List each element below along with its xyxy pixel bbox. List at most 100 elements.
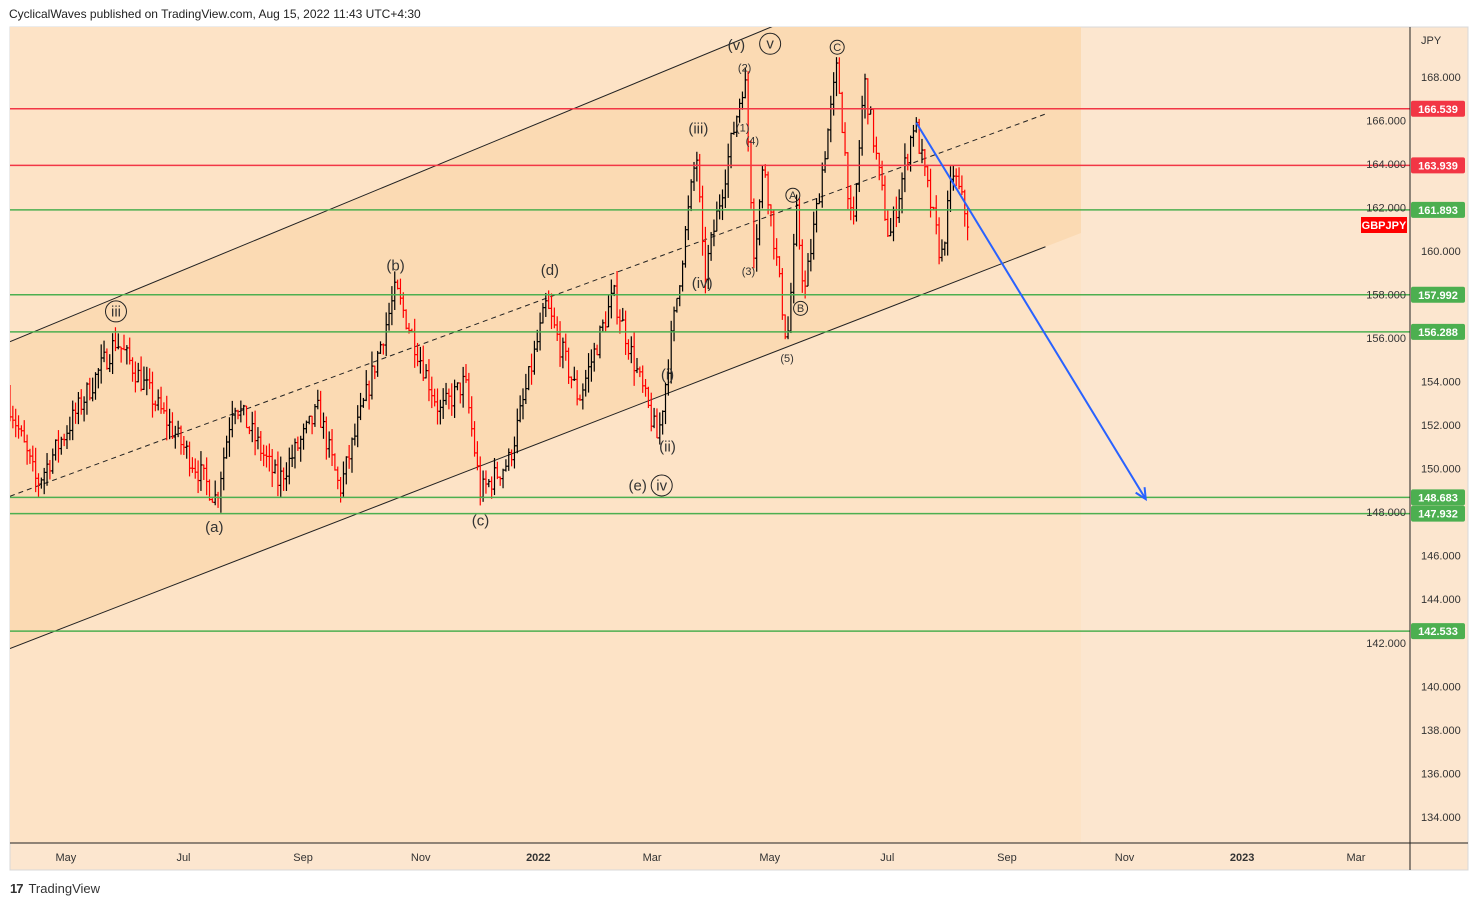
ohlc-bar[interactable] — [379, 341, 382, 354]
ohlc-bar[interactable] — [923, 148, 927, 177]
ohlc-bar[interactable] — [202, 464, 206, 481]
ohlc-bar[interactable] — [900, 172, 904, 214]
ohlc-bar[interactable] — [758, 199, 762, 246]
ohlc-bar[interactable] — [626, 339, 630, 360]
ohlc-bar[interactable] — [108, 354, 112, 373]
ohlc-bar[interactable] — [743, 67, 747, 99]
ohlc-bar[interactable] — [951, 165, 955, 191]
ohlc-bar[interactable] — [125, 345, 129, 365]
ohlc-bar[interactable] — [498, 476, 502, 486]
ohlc-bar[interactable] — [287, 447, 291, 485]
ohlc-bar[interactable] — [906, 153, 910, 171]
price-level-badge[interactable]: 147.932 — [1411, 505, 1465, 522]
ohlc-bar[interactable] — [441, 388, 445, 419]
ohlc-bar[interactable] — [618, 309, 622, 334]
wave-label[interactable]: iv — [656, 477, 667, 494]
ohlc-bar[interactable] — [521, 388, 525, 420]
ohlc-bar[interactable] — [835, 57, 838, 97]
ohlc-bar[interactable] — [703, 226, 707, 294]
ohlc-bar[interactable] — [934, 195, 938, 235]
ohlc-bar[interactable] — [450, 383, 454, 416]
ohlc-bar[interactable] — [461, 366, 465, 408]
ohlc-bar[interactable] — [624, 310, 628, 355]
ohlc-bar[interactable] — [484, 470, 488, 494]
wave-label[interactable]: (1) — [736, 122, 749, 134]
ohlc-bar[interactable] — [550, 293, 553, 330]
ohlc-bar[interactable] — [213, 480, 217, 506]
ohlc-bar[interactable] — [829, 95, 833, 143]
wave-label[interactable]: (e) — [629, 477, 647, 494]
ohlc-bar[interactable] — [190, 457, 194, 473]
ohlc-bar[interactable] — [712, 219, 716, 247]
wave-label[interactable]: A — [789, 190, 797, 202]
ohlc-bar[interactable] — [99, 344, 103, 384]
ohlc-bar[interactable] — [247, 426, 251, 435]
ohlc-bar[interactable] — [390, 286, 394, 326]
wave-label[interactable]: iii — [111, 303, 121, 320]
ohlc-bar[interactable] — [361, 397, 365, 408]
ohlc-bar[interactable] — [68, 416, 72, 441]
ohlc-bar[interactable] — [649, 392, 653, 432]
ohlc-bar[interactable] — [119, 346, 123, 363]
ohlc-bar[interactable] — [544, 292, 548, 317]
ohlc-bar[interactable] — [701, 185, 705, 256]
ohlc-bar[interactable] — [661, 410, 665, 435]
ohlc-bar[interactable] — [270, 449, 274, 488]
ohlc-bar[interactable] — [946, 190, 950, 256]
ohlc-bar[interactable] — [883, 175, 887, 221]
ohlc-bar[interactable] — [48, 459, 52, 480]
ohlc-bar[interactable] — [225, 435, 229, 459]
ohlc-bar[interactable] — [595, 344, 599, 356]
ohlc-bar[interactable] — [467, 372, 471, 414]
ohlc-bar[interactable] — [79, 389, 83, 415]
ohlc-bar[interactable] — [131, 357, 135, 382]
wave-label[interactable]: (b) — [386, 258, 404, 275]
ohlc-bar[interactable] — [589, 349, 593, 382]
symbol-badge[interactable]: GBPJPY — [1361, 217, 1407, 233]
projection-arrow-line[interactable] — [915, 122, 1147, 500]
ohlc-bar[interactable] — [245, 405, 249, 429]
ohlc-bar[interactable] — [721, 189, 724, 221]
ohlc-bar[interactable] — [199, 451, 203, 491]
ohlc-bar[interactable] — [384, 312, 388, 357]
ohlc-bar[interactable] — [373, 365, 377, 380]
ohlc-bar[interactable] — [227, 417, 231, 457]
ohlc-bar[interactable] — [396, 279, 400, 290]
ohlc-bar[interactable] — [966, 208, 970, 241]
ohlc-bar[interactable] — [28, 448, 32, 464]
wave-label[interactable]: (c) — [472, 512, 490, 529]
ohlc-bar[interactable] — [94, 372, 97, 400]
ohlc-bar[interactable] — [473, 421, 477, 457]
ohlc-bar[interactable] — [652, 407, 656, 429]
ohlc-bar[interactable] — [510, 449, 514, 467]
ohlc-bar[interactable] — [173, 425, 177, 449]
ohlc-bar[interactable] — [153, 400, 157, 412]
ohlc-bar[interactable] — [350, 437, 354, 473]
ohlc-bar[interactable] — [458, 382, 462, 404]
ohlc-bar[interactable] — [507, 448, 511, 471]
ohlc-bar[interactable] — [658, 412, 662, 445]
ohlc-bar[interactable] — [193, 458, 197, 479]
ohlc-bar[interactable] — [641, 365, 645, 393]
ohlc-bar[interactable] — [393, 271, 397, 310]
ohlc-bar[interactable] — [581, 383, 585, 410]
ohlc-bar[interactable] — [766, 171, 770, 215]
price-level-badge[interactable]: 157.992 — [1411, 286, 1465, 303]
ohlc-bar[interactable] — [527, 366, 531, 391]
ohlc-bar[interactable] — [812, 211, 816, 260]
ohlc-bar[interactable] — [54, 439, 58, 461]
ohlc-bar[interactable] — [156, 389, 160, 411]
ohlc-bar[interactable] — [792, 233, 796, 304]
ohlc-bar[interactable] — [310, 415, 314, 435]
ohlc-bar[interactable] — [683, 225, 687, 268]
wave-label[interactable]: (4) — [746, 135, 759, 147]
ohlc-bar[interactable] — [604, 311, 608, 332]
ohlc-bar[interactable] — [729, 132, 733, 169]
ohlc-bar[interactable] — [769, 204, 773, 227]
ohlc-bar[interactable] — [424, 364, 428, 379]
ohlc-bar[interactable] — [487, 479, 491, 488]
ohlc-bar[interactable] — [558, 321, 562, 367]
ohlc-bar[interactable] — [795, 194, 799, 247]
ohlc-bar[interactable] — [666, 359, 670, 396]
